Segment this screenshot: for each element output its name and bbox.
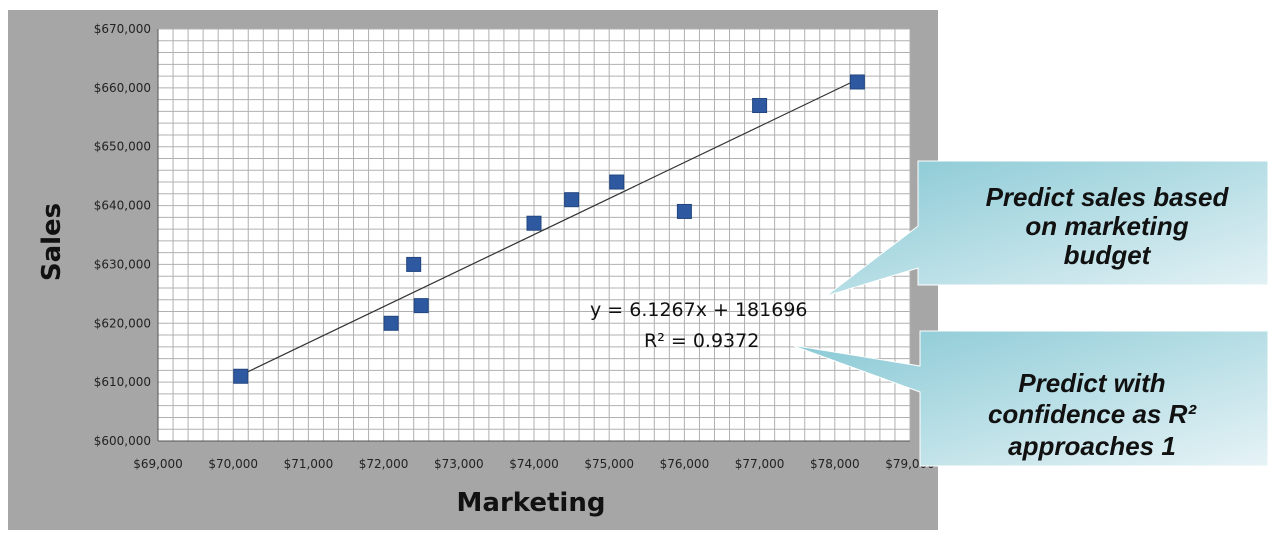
callout-sales-prediction: Predict sales based on marketing budget (825, 160, 1268, 297)
data-point (752, 98, 768, 114)
data-point (564, 192, 580, 208)
x-tick-label: $75,000 (584, 457, 634, 471)
data-point (383, 315, 399, 331)
r-squared-label: R² = 0.9372 (644, 330, 759, 352)
y-tick-label: $620,000 (94, 316, 151, 330)
callout-line: on marketing (1025, 211, 1188, 241)
y-tick-label: $670,000 (94, 22, 151, 36)
x-tick-label: $72,000 (359, 457, 409, 471)
y-tick-label: $660,000 (94, 81, 151, 95)
trendline-group (240, 78, 858, 376)
callout-line: approaches 1 (1008, 431, 1176, 461)
x-tick-label: $78,000 (810, 457, 860, 471)
y-tick-label: $630,000 (94, 257, 151, 271)
callout-line: confidence as R² (988, 399, 1197, 429)
y-tick-label: $600,000 (94, 434, 151, 448)
callout-confidence: Predict with confidence as R² approaches… (790, 330, 1268, 467)
x-tick-label: $77,000 (735, 457, 785, 471)
data-point (676, 203, 692, 219)
data-point (849, 74, 865, 90)
callout-shape (790, 330, 1268, 467)
data-point (406, 256, 422, 272)
x-tick-label: $70,000 (208, 457, 258, 471)
x-tick-label: $69,000 (133, 457, 183, 471)
y-tick-label: $640,000 (94, 199, 151, 213)
callout-line: budget (1064, 240, 1152, 270)
y-axis-title: Sales (37, 203, 67, 281)
y-tick-label: $650,000 (94, 140, 151, 154)
axes: $600,000 $610,000 $620,000 $630,000 $640,000… (94, 22, 935, 471)
x-tick-label: $76,000 (660, 457, 710, 471)
data-point (233, 368, 249, 384)
x-axis-title: Marketing (457, 488, 606, 518)
callout-line: Predict sales based (986, 182, 1230, 212)
data-point (526, 215, 542, 231)
callout-shape (825, 160, 1268, 297)
gridlines (157, 28, 911, 442)
data-point (609, 174, 625, 190)
y-tick-label: $610,000 (94, 375, 151, 389)
data-points (233, 74, 865, 384)
trendline (240, 78, 858, 376)
trendline-equation: y = 6.1267x + 181696 (590, 299, 808, 321)
x-tick-label: $71,000 (284, 457, 334, 471)
x-tick-label: $74,000 (509, 457, 559, 471)
callout-line: Predict with (1018, 368, 1165, 398)
data-point (413, 298, 429, 314)
x-tick-label: $73,000 (434, 457, 484, 471)
